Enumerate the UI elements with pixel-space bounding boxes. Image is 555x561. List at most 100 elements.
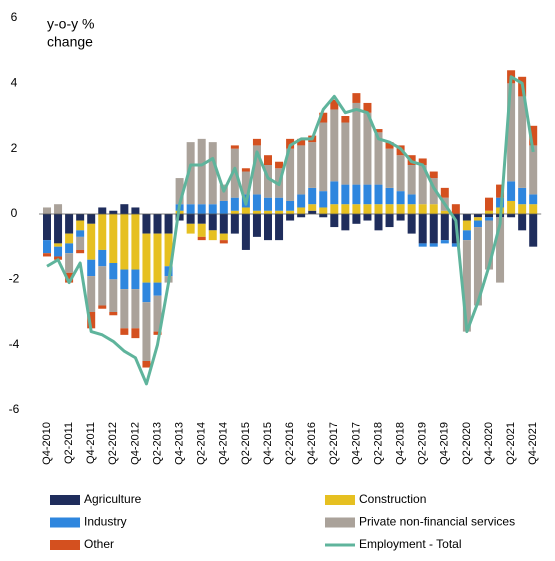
bar-segment <box>496 197 505 208</box>
x-tick-label: Q4-2012 <box>129 422 141 465</box>
bar-segment <box>142 214 151 234</box>
bar-segment <box>485 197 493 211</box>
bar-segment <box>219 214 228 234</box>
bar-segment <box>407 194 416 205</box>
x-tick-label: Q4-2013 <box>174 422 186 465</box>
bar-segment <box>219 200 228 214</box>
x-tick-label: Q4-2021 <box>527 422 539 465</box>
bar-segment <box>297 138 306 146</box>
bar-segment <box>297 214 306 218</box>
bar-segment <box>363 214 372 221</box>
bar-segment <box>208 214 217 231</box>
bar-segment <box>429 171 438 179</box>
legend-swatch <box>325 495 355 505</box>
legend-label: Agriculture <box>84 492 142 506</box>
bar-segment <box>429 214 438 244</box>
bar-segment <box>186 223 195 234</box>
bar-segment <box>485 220 493 270</box>
bar-segment <box>142 361 151 368</box>
bar-segment <box>286 148 295 201</box>
bar-segment <box>43 240 51 254</box>
x-tick-label: Q4-2014 <box>218 422 230 465</box>
bar-segment <box>275 210 284 214</box>
bar-segment <box>396 204 405 214</box>
bar-segment <box>496 217 505 283</box>
bar-segment <box>518 96 527 188</box>
bar-segment <box>87 223 96 260</box>
line <box>46 75 535 386</box>
bar-segment <box>385 142 394 149</box>
x-tick-label: Q2-2017 <box>328 422 340 465</box>
bar-segment <box>197 204 206 214</box>
bar-segment <box>131 269 140 290</box>
bar-segment <box>197 214 206 224</box>
bar-segment <box>43 214 51 241</box>
bar-segment <box>275 214 284 241</box>
bar-segment <box>374 204 383 214</box>
bar-segment <box>43 207 51 214</box>
bar-segment <box>385 187 394 205</box>
bar-segment <box>120 289 129 329</box>
bar-segment <box>352 102 361 185</box>
bar-segment <box>319 122 328 192</box>
bar-segment <box>219 240 228 244</box>
bar-segment <box>429 178 438 205</box>
bar-segment <box>451 204 460 214</box>
bar-segment <box>65 233 74 244</box>
bar-segment <box>131 214 140 270</box>
bar-segment <box>54 214 63 244</box>
bar-segment <box>330 99 339 110</box>
bar-segment <box>396 191 405 205</box>
bar-segment <box>109 279 118 312</box>
x-tick-label: Q4-2018 <box>395 422 407 465</box>
bar-segment <box>241 168 250 172</box>
bar-segment <box>473 217 482 221</box>
bar-segment <box>297 145 306 195</box>
bar-segment <box>120 204 129 214</box>
bar-segment <box>529 125 538 146</box>
bar-segment <box>153 331 162 335</box>
bar-segment <box>429 243 438 247</box>
bar-segment <box>76 230 85 237</box>
bar-segment <box>264 197 272 211</box>
bar-segment <box>153 295 162 332</box>
bar-segment <box>175 178 184 205</box>
bar-segment <box>197 223 206 237</box>
bar-segment <box>197 138 206 205</box>
bar-segment <box>219 233 228 241</box>
x-tick-label: Q4-2010 <box>41 422 53 465</box>
bar-segment <box>308 204 317 211</box>
bar-segment <box>518 187 527 205</box>
bar-segment <box>142 282 151 303</box>
bar-segment <box>142 233 151 283</box>
bar-segment <box>507 214 516 218</box>
bar-segment <box>385 204 394 214</box>
y-tick-label: 2 <box>11 141 18 155</box>
x-tick-label: Q2-2015 <box>240 422 252 465</box>
bar-segment <box>252 138 261 146</box>
bar-segment <box>308 142 317 188</box>
bar-segment <box>440 214 449 241</box>
bar-segment <box>374 214 383 231</box>
bar-segment <box>374 132 383 185</box>
bar-segment <box>76 236 85 250</box>
y-axis-label: change <box>47 34 93 50</box>
bar-segment <box>65 214 74 234</box>
bar-segment <box>529 204 538 214</box>
bar-segment <box>407 204 416 214</box>
y-tick-label: 0 <box>11 206 18 220</box>
bar-segment <box>275 161 284 169</box>
bar-segment <box>352 93 361 103</box>
bar-segment <box>153 282 162 296</box>
bar-segment <box>76 220 85 231</box>
bar-segment <box>341 214 350 231</box>
bar-segment <box>507 181 516 201</box>
y-axis-label: y-o-y % <box>47 16 94 32</box>
legend-swatch <box>50 495 80 505</box>
bar-segment <box>374 129 383 133</box>
bar-segment <box>65 253 74 273</box>
bar-segment <box>529 194 538 205</box>
bar-segment <box>363 102 372 113</box>
bar-segment <box>297 194 306 208</box>
